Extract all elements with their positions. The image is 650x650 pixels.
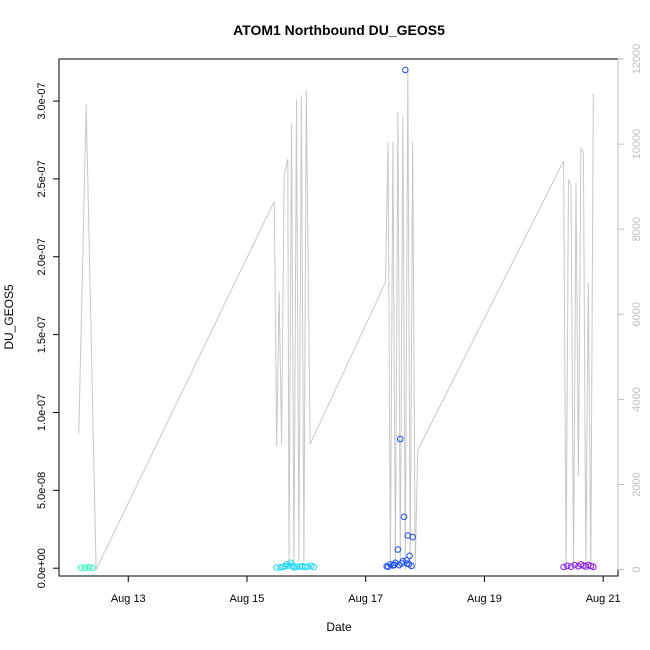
data-point-series-0 xyxy=(89,564,96,572)
data-point-series-2 xyxy=(402,66,409,74)
data-point-series-1 xyxy=(301,563,309,571)
y2-tick-label: 8000 xyxy=(631,217,643,241)
data-point-series-2 xyxy=(409,533,417,541)
x-tick-label: Aug 13 xyxy=(111,593,146,605)
y-tick-label: 3.0e-07 xyxy=(36,82,48,119)
secondary-line xyxy=(78,68,594,570)
x-axis: Aug 13 Aug 15 Aug 17 Aug 19 Aug 21 xyxy=(111,575,621,605)
y-axis-left: 0.0e+00 5.0e-08 1.0e-07 1.5e-07 2.0e-07 2.5e-… xyxy=(36,82,60,588)
y-axis-right: 0 2000 4000 6000 8000 10000 12000 xyxy=(617,44,643,573)
data-point-series-0 xyxy=(78,564,85,571)
data-point-series-0 xyxy=(81,564,89,572)
data-point-series-3 xyxy=(560,563,567,571)
y-tick-label: 5.0e-08 xyxy=(36,472,48,509)
y-tick-label: 0.0e+00 xyxy=(36,548,48,588)
y2-tick-label: 6000 xyxy=(631,302,643,326)
data-point-series-1 xyxy=(304,563,311,571)
data-point-series-1 xyxy=(290,564,298,571)
y-axis-label: DU_GEOS5 xyxy=(2,284,16,350)
data-point-series-3 xyxy=(564,562,571,570)
data-point-series-1 xyxy=(289,562,297,570)
y-tick-label: 1.5e-07 xyxy=(36,316,48,353)
y2-tick-label: 12000 xyxy=(631,44,643,75)
y2-tick-label: 10000 xyxy=(631,129,643,160)
x-tick-label: Aug 19 xyxy=(467,593,502,605)
data-point-series-2 xyxy=(403,560,411,567)
data-point-series-2 xyxy=(390,561,398,569)
data-point-series-1 xyxy=(310,563,318,571)
x-tick-label: Aug 17 xyxy=(348,593,383,605)
x-tick-label: Aug 15 xyxy=(230,593,265,605)
data-points-layer xyxy=(78,66,597,572)
y-tick-label: 2.0e-07 xyxy=(36,238,48,275)
x-tick-label: Aug 21 xyxy=(586,593,621,605)
data-point-series-1 xyxy=(277,564,284,571)
data-point-series-2 xyxy=(397,435,404,443)
y2-tick-label: 0 xyxy=(631,567,643,573)
y2-tick-label: 4000 xyxy=(631,387,643,411)
data-point-series-3 xyxy=(567,563,575,571)
data-point-series-2 xyxy=(400,513,408,521)
y2-tick-label: 2000 xyxy=(631,472,643,496)
chart-title: ATOM1 Northbound DU_GEOS5 xyxy=(233,22,445,38)
x-axis-label: Date xyxy=(326,620,352,634)
data-point-series-1 xyxy=(293,563,300,571)
data-point-series-2 xyxy=(406,552,413,560)
data-point-series-2 xyxy=(383,563,391,570)
data-point-series-2 xyxy=(394,546,402,553)
data-point-series-3 xyxy=(571,561,579,569)
data-point-series-1 xyxy=(296,563,304,570)
secondary-line-layer xyxy=(78,68,594,570)
data-point-series-3 xyxy=(590,563,597,571)
y-tick-label: 2.5e-07 xyxy=(36,160,48,197)
data-point-series-1 xyxy=(273,564,281,571)
y-tick-label: 1.0e-07 xyxy=(36,394,48,431)
data-point-series-0 xyxy=(85,564,92,571)
plot-frame xyxy=(58,58,619,577)
